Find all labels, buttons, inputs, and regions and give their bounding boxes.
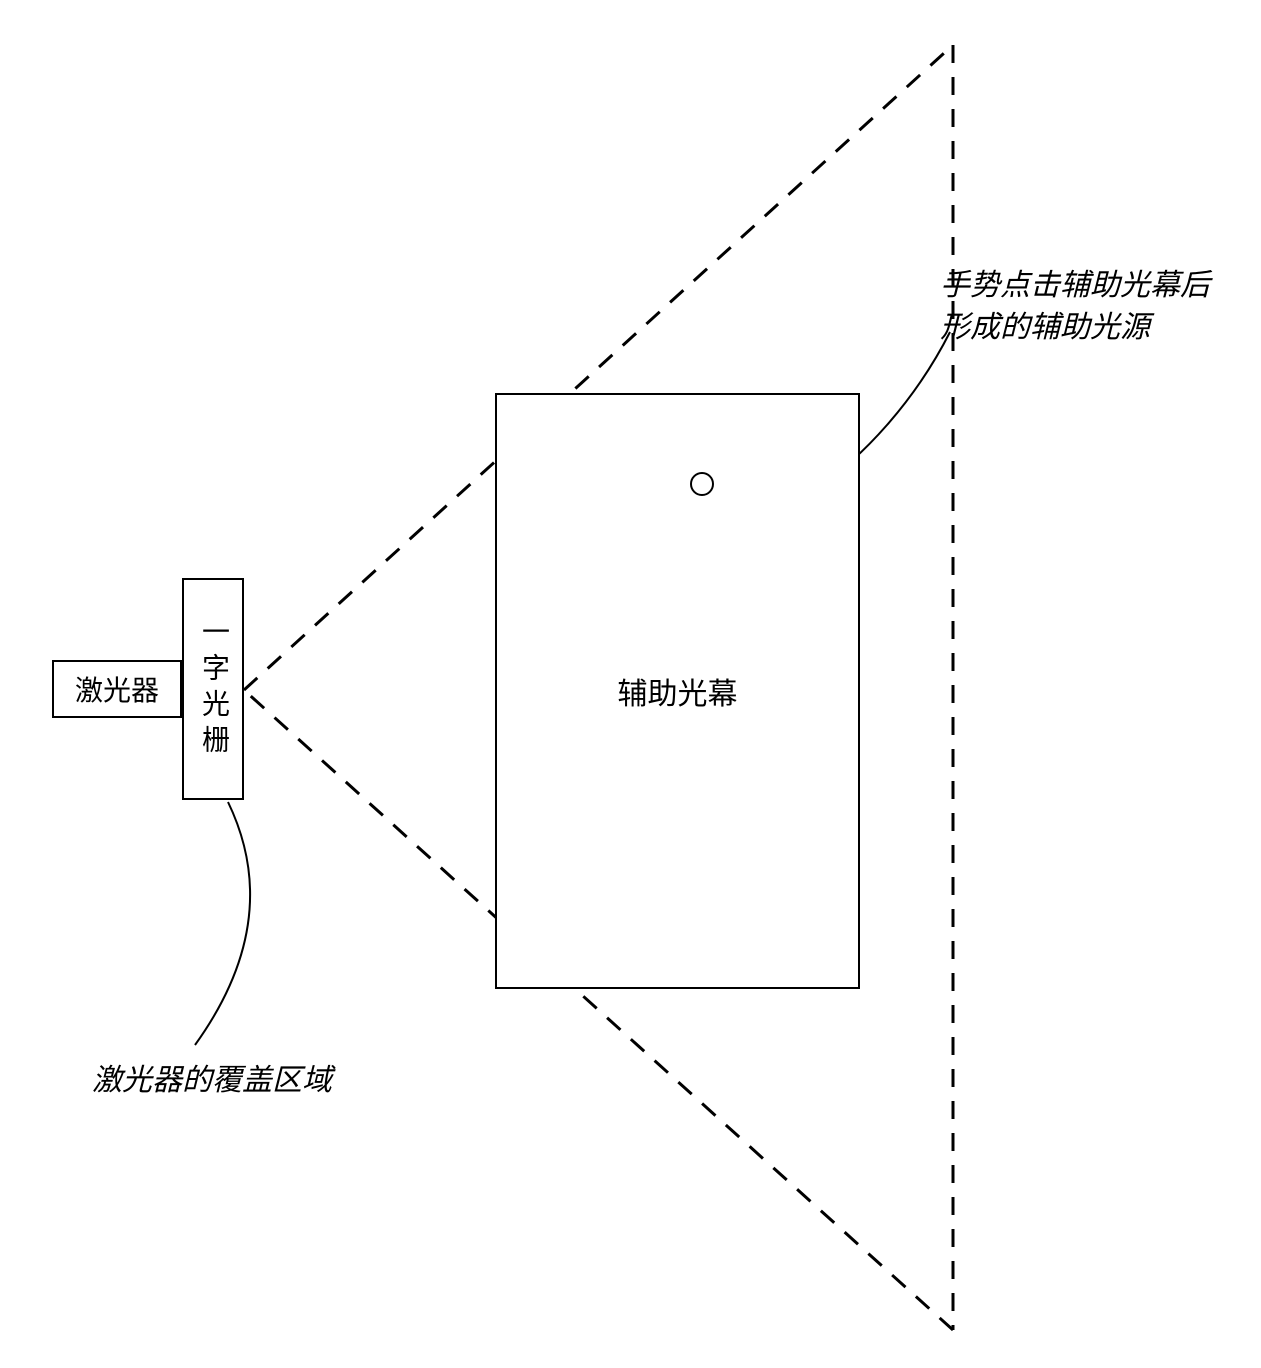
annotation-coverage: 激光器的覆盖区域 bbox=[92, 1060, 332, 1102]
annotation-source-line1: 手势点击辅助光幕后 bbox=[940, 269, 1210, 302]
annotation-aux-source: 手势点击辅助光幕后 形成的辅助光源 bbox=[940, 265, 1210, 349]
aux-screen-label: 辅助光幕 bbox=[618, 669, 738, 713]
grating-box: 一字光栅 bbox=[182, 578, 244, 800]
grating-label: 一字光栅 bbox=[193, 617, 233, 761]
annotation-source-line2: 形成的辅助光源 bbox=[940, 311, 1150, 344]
laser-label: 激光器 bbox=[75, 669, 159, 709]
aux-source-circle bbox=[690, 472, 714, 496]
leader-coverage-area bbox=[195, 802, 250, 1045]
diagram-container: 激光器 一字光栅 辅助光幕 激光器的覆盖区域 手势点击辅助光幕后 形成的辅助光源 bbox=[0, 0, 1261, 1368]
aux-screen-box: 辅助光幕 bbox=[495, 393, 860, 989]
annotation-coverage-text: 激光器的覆盖区域 bbox=[92, 1064, 332, 1097]
laser-box: 激光器 bbox=[52, 660, 182, 718]
